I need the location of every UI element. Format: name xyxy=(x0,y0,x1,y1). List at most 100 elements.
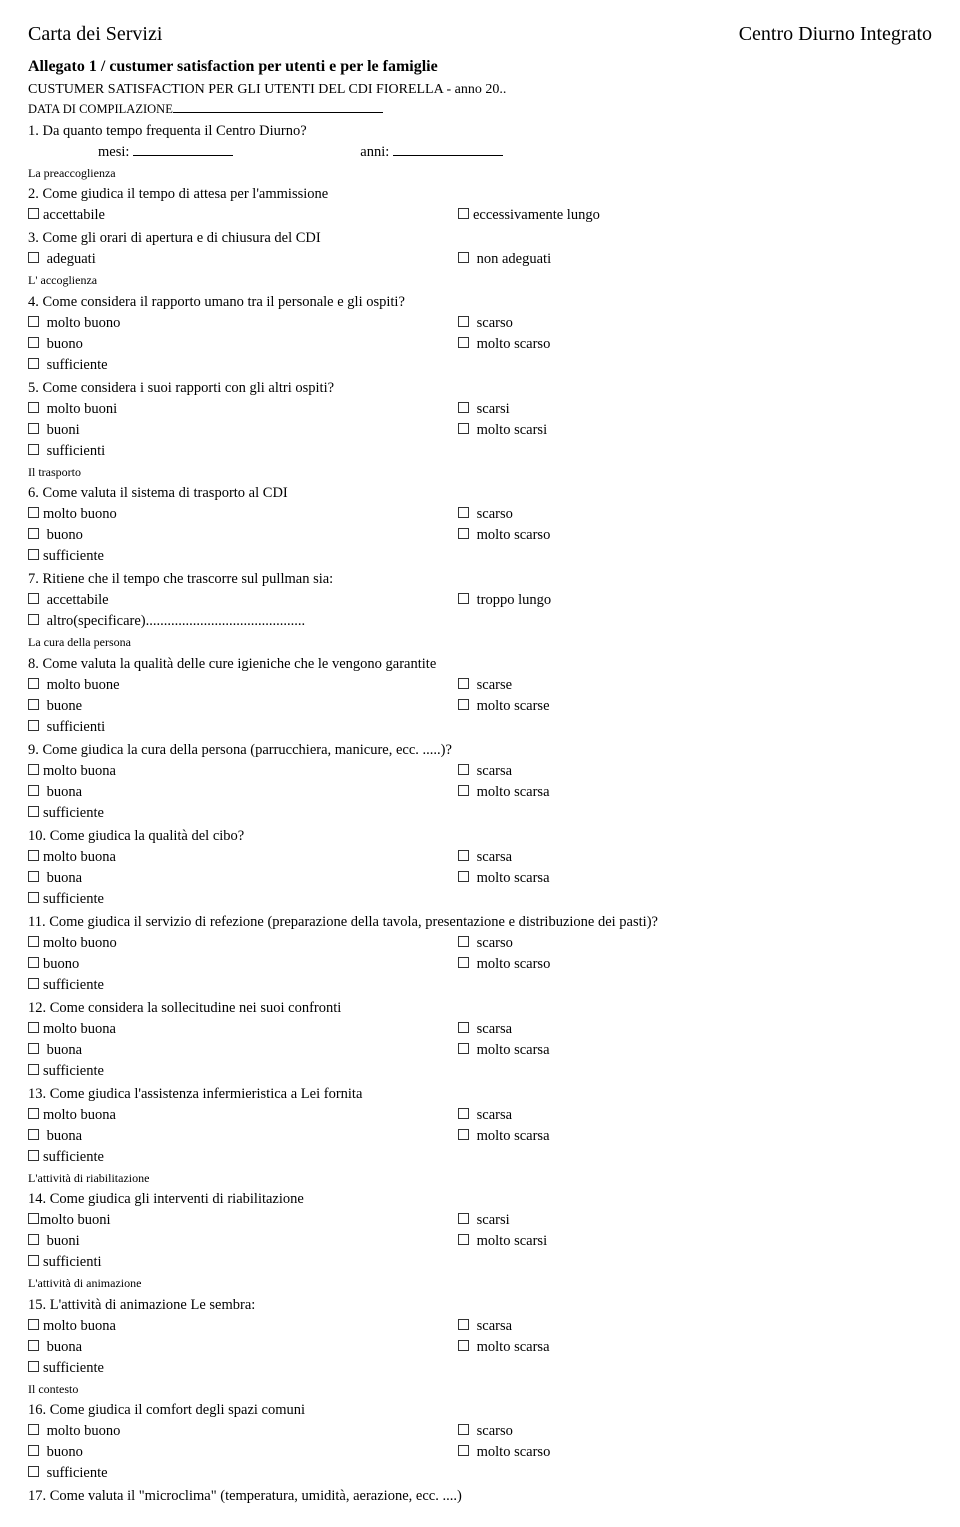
q13-opt-r1: scarsa xyxy=(473,1107,512,1123)
checkbox-q5-l2[interactable] xyxy=(28,423,39,434)
checkbox-q3-l1[interactable] xyxy=(28,252,39,263)
checkbox-q14-r2[interactable] xyxy=(458,1234,469,1245)
q12-opt-r2: molto scarsa xyxy=(473,1042,550,1058)
q12-opt-l2: buona xyxy=(43,1042,82,1058)
checkbox-q11-l1[interactable] xyxy=(28,936,39,947)
checkbox-q6-l2[interactable] xyxy=(28,528,39,539)
q2-opt-r1: eccessivamente lungo xyxy=(473,207,600,223)
checkbox-q9-l1[interactable] xyxy=(28,764,39,775)
q6-text: 6. Come valuta il sistema di trasporto a… xyxy=(28,483,932,504)
q16-text: 16. Come giudica il comfort degli spazi … xyxy=(28,1400,932,1421)
q8-opt-l1: molto buone xyxy=(43,677,120,693)
q7-text: 7. Ritiene che il tempo che trascorre su… xyxy=(28,569,932,590)
checkbox-q10-r1[interactable] xyxy=(458,850,469,861)
q13-opt-l2: buona xyxy=(43,1128,82,1144)
section-riabilitazione: L'attività di riabilitazione xyxy=(28,1170,932,1187)
checkbox-q12-r1[interactable] xyxy=(458,1022,469,1033)
checkbox-q6-r2[interactable] xyxy=(458,528,469,539)
checkbox-q7-l1[interactable] xyxy=(28,593,39,604)
checkbox-q4-r2[interactable] xyxy=(458,337,469,348)
checkbox-q4-l2[interactable] xyxy=(28,337,39,348)
checkbox-q5-l1[interactable] xyxy=(28,402,39,413)
checkbox-q5-r1[interactable] xyxy=(458,402,469,413)
checkbox-q13-r1[interactable] xyxy=(458,1108,469,1119)
checkbox-q10-l2[interactable] xyxy=(28,871,39,882)
checkbox-q16-r2[interactable] xyxy=(458,1445,469,1456)
q4-opt-l2: buono xyxy=(43,336,83,352)
checkbox-q16-l3[interactable] xyxy=(28,1466,39,1477)
checkbox-q9-r2[interactable] xyxy=(458,785,469,796)
q4-text: 4. Come considera il rapporto umano tra … xyxy=(28,292,932,313)
checkbox-q13-l3[interactable] xyxy=(28,1150,39,1161)
checkbox-q6-l3[interactable] xyxy=(28,549,39,560)
checkbox-q11-l3[interactable] xyxy=(28,978,39,989)
checkbox-q15-r1[interactable] xyxy=(458,1319,469,1330)
checkbox-q12-l1[interactable] xyxy=(28,1022,39,1033)
q1-mesi-blank[interactable] xyxy=(133,142,233,156)
section-accoglienza: L' accoglienza xyxy=(28,272,932,289)
checkbox-q7-l2[interactable] xyxy=(28,614,39,625)
checkbox-q4-r1[interactable] xyxy=(458,316,469,327)
q3-opt-l1: adeguati xyxy=(43,251,96,267)
q5-opt-l3: sufficienti xyxy=(43,443,105,459)
q10-text: 10. Come giudica la qualità del cibo? xyxy=(28,826,932,847)
checkbox-q16-l1[interactable] xyxy=(28,1424,39,1435)
checkbox-q2-r1[interactable] xyxy=(458,208,469,219)
q13-text: 13. Come giudica l'assistenza infermieri… xyxy=(28,1084,932,1105)
checkbox-q6-l1[interactable] xyxy=(28,507,39,518)
checkbox-q4-l3[interactable] xyxy=(28,358,39,369)
checkbox-q4-l1[interactable] xyxy=(28,316,39,327)
compilation-date-blank[interactable] xyxy=(173,101,383,113)
checkbox-q12-l3[interactable] xyxy=(28,1064,39,1075)
q5-opt-r2: molto scarsi xyxy=(473,422,547,438)
checkbox-q9-r1[interactable] xyxy=(458,764,469,775)
checkbox-q13-l2[interactable] xyxy=(28,1129,39,1140)
checkbox-q11-r2[interactable] xyxy=(458,957,469,968)
checkbox-q15-l3[interactable] xyxy=(28,1361,39,1372)
checkbox-q7-r1[interactable] xyxy=(458,593,469,604)
checkbox-q11-l2[interactable] xyxy=(28,957,39,968)
q8-opt-l2: buone xyxy=(43,698,82,714)
checkbox-q6-r1[interactable] xyxy=(458,507,469,518)
checkbox-q10-l3[interactable] xyxy=(28,892,39,903)
checkbox-q15-r2[interactable] xyxy=(458,1340,469,1351)
checkbox-q14-l3[interactable] xyxy=(28,1255,39,1266)
checkbox-q14-l2[interactable] xyxy=(28,1234,39,1245)
checkbox-q10-r2[interactable] xyxy=(458,871,469,882)
checkbox-q10-l1[interactable] xyxy=(28,850,39,861)
q1-anni-blank[interactable] xyxy=(393,142,503,156)
checkbox-q8-l2[interactable] xyxy=(28,699,39,710)
q16-opt-l2: buono xyxy=(43,1444,83,1460)
checkbox-q13-l1[interactable] xyxy=(28,1108,39,1119)
checkbox-q8-r1[interactable] xyxy=(458,678,469,689)
checkbox-q14-l1[interactable] xyxy=(28,1213,39,1224)
checkbox-q13-r2[interactable] xyxy=(458,1129,469,1140)
q15-opt-r2: molto scarsa xyxy=(473,1339,550,1355)
checkbox-q15-l2[interactable] xyxy=(28,1340,39,1351)
checkbox-q8-l1[interactable] xyxy=(28,678,39,689)
q16-opt-l1: molto buono xyxy=(43,1423,120,1439)
checkbox-q5-l3[interactable] xyxy=(28,444,39,455)
checkbox-q3-r1[interactable] xyxy=(458,252,469,263)
section-preaccoglienza: La preaccoglienza xyxy=(28,165,932,182)
checkbox-q16-r1[interactable] xyxy=(458,1424,469,1435)
q6-opt-l2: buono xyxy=(43,527,83,543)
q12-opt-l1: molto buona xyxy=(43,1021,116,1037)
checkbox-q9-l2[interactable] xyxy=(28,785,39,796)
checkbox-q16-l2[interactable] xyxy=(28,1445,39,1456)
q10-opt-l2: buona xyxy=(43,870,82,886)
checkbox-q8-r2[interactable] xyxy=(458,699,469,710)
checkbox-q8-l3[interactable] xyxy=(28,720,39,731)
q6-opt-r1: scarso xyxy=(473,506,513,522)
checkbox-q9-l3[interactable] xyxy=(28,806,39,817)
checkbox-q15-l1[interactable] xyxy=(28,1319,39,1330)
q3-opt-r1: non adeguati xyxy=(473,251,551,267)
q8-text: 8. Come valuta la qualità delle cure igi… xyxy=(28,654,932,675)
checkbox-q14-r1[interactable] xyxy=(458,1213,469,1224)
checkbox-q2-l1[interactable] xyxy=(28,208,39,219)
checkbox-q12-r2[interactable] xyxy=(458,1043,469,1054)
q7-opt-r1: troppo lungo xyxy=(473,592,551,608)
checkbox-q11-r1[interactable] xyxy=(458,936,469,947)
checkbox-q5-r2[interactable] xyxy=(458,423,469,434)
checkbox-q12-l2[interactable] xyxy=(28,1043,39,1054)
